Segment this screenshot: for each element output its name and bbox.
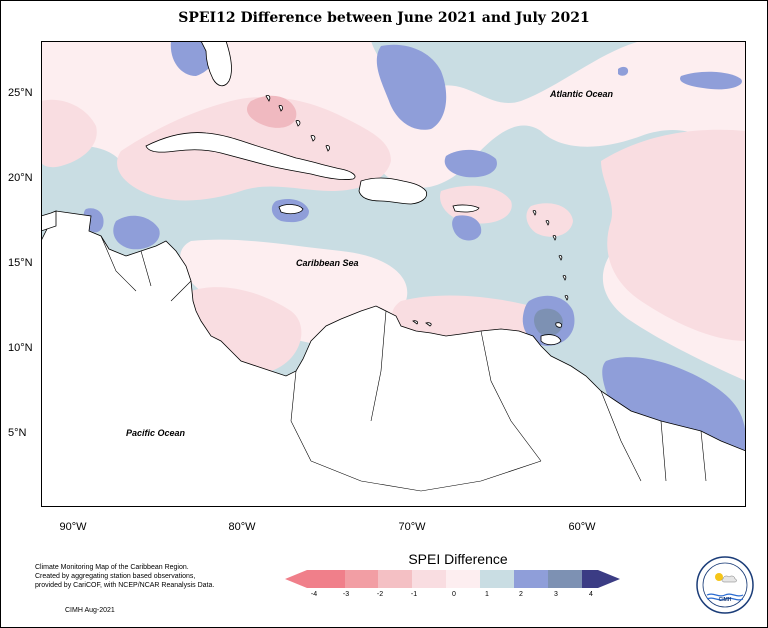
land-bahamas-2: [278, 105, 283, 112]
land-bahamas-5: [325, 145, 330, 152]
legend-bin-5: [480, 570, 514, 588]
legend-tick: 1: [485, 591, 489, 598]
map-border: [41, 41, 746, 507]
pink-region-south-caribbean: [392, 295, 544, 339]
legend-tick: 0: [452, 591, 456, 598]
land-antilles-3: [552, 234, 557, 241]
land-antilles-1: [532, 209, 537, 216]
pink-region-west-edge: [41, 99, 97, 168]
legend-tick: 4: [589, 591, 593, 598]
caption-line-1: Climate Monitoring Map of the Caribbean …: [35, 564, 189, 571]
legend-colorbar-svg: [285, 570, 620, 588]
logo-cloud-icon: [721, 575, 737, 583]
lon-label-80w: 80°W: [228, 521, 256, 533]
caption-line-3: provided by CariCOF, with NCEP/NCAR Rean…: [35, 582, 215, 589]
land-florida: [200, 41, 232, 87]
logo-wave-1: [706, 593, 744, 597]
lat-label-15n: 15°N: [8, 257, 33, 269]
cimh-logo-svg: [696, 556, 754, 614]
legend-tick: 2: [519, 591, 523, 598]
rose-bahamas-core: [246, 95, 297, 128]
land-central-south-america: [41, 210, 746, 507]
border-9: [700, 430, 707, 482]
land-tobago: [555, 322, 563, 328]
blue-region-guianas: [602, 357, 746, 456]
map-caption: Climate Monitoring Map of the Caribbean …: [35, 563, 235, 590]
legend-bin-6: [514, 570, 548, 588]
pink-region-hispaniola: [440, 185, 512, 224]
lon-label-60w: 60°W: [568, 521, 596, 533]
blue-region-atlantic-north-right: [680, 71, 742, 90]
legend-tick: -2: [376, 591, 384, 598]
legend-tick: -3: [342, 591, 350, 598]
lat-label-20n: 20°N: [8, 172, 33, 184]
lat-label-5n: 5°N: [8, 427, 27, 439]
legend-bin-4: [446, 570, 480, 588]
logo-wave-2: [706, 597, 744, 601]
lat-label-25n: 25°N: [8, 87, 33, 99]
land-puerto-rico: [452, 204, 480, 213]
border-1: [100, 235, 137, 292]
logo-sun-icon: [715, 573, 723, 581]
border-4: [290, 370, 312, 462]
legend-bin-1: [345, 570, 378, 588]
land-mexico: [41, 210, 57, 232]
land-aruba: [412, 320, 419, 325]
land-antilles-2: [545, 219, 550, 226]
logo-text: CIMH: [718, 597, 732, 603]
map-panel[interactable]: [41, 41, 746, 507]
land-cuba: [145, 132, 356, 181]
blue-region-honduras: [113, 215, 160, 250]
credit-text: CIMH Aug-2021: [65, 607, 115, 614]
land-antilles-4: [558, 254, 563, 261]
cimh-logo: [695, 555, 755, 615]
land-jamaica: [278, 204, 304, 215]
land-bahamas-3: [295, 120, 301, 127]
lon-label-90w: 90°W: [59, 521, 87, 533]
legend-bin-8: [582, 570, 620, 588]
map-title: SPEI12 Difference between June 2021 and …: [178, 10, 590, 26]
label-atlantic-ocean: Atlantic Ocean: [550, 89, 614, 99]
land-hispaniola: [358, 177, 428, 205]
legend-tick: -4: [310, 591, 318, 598]
blue-region-puerto-rico-south: [452, 215, 482, 241]
country-borders: [100, 235, 707, 492]
slate-region-trinidad-core: [534, 308, 563, 337]
caption-line-2: Created by aggregating station based obs…: [35, 573, 196, 580]
border-10: [310, 460, 542, 492]
label-caribbean-sea: Caribbean Sea: [296, 258, 359, 268]
spei-map[interactable]: [41, 41, 746, 507]
border-5: [370, 310, 387, 422]
land-trinidad: [540, 334, 562, 346]
legend-title: SPEI Difference: [408, 551, 508, 567]
border-3: [170, 280, 192, 302]
legend-bin-2: [378, 570, 412, 588]
blue-region-atlantic-dot: [618, 66, 629, 76]
border-7: [600, 390, 642, 482]
legend-bin-3: [412, 570, 446, 588]
land-antilles-6: [564, 294, 569, 301]
blue-region-atlantic-small: [444, 149, 497, 178]
pink-region-east-atlantic: [601, 129, 746, 341]
blue-region-mid-atlantic: [376, 44, 447, 130]
pink-region-lesser-antilles: [526, 203, 573, 237]
legend-bin-7: [548, 570, 582, 588]
border-8: [660, 420, 667, 482]
label-pacific-ocean: Pacific Ocean: [126, 428, 186, 438]
land-bahamas-1: [265, 94, 271, 102]
land-bahamas-4: [310, 135, 316, 142]
legend-colorbar: [285, 570, 620, 588]
land-antilles-5: [562, 274, 567, 281]
border-6: [480, 330, 542, 462]
lat-label-10n: 10°N: [8, 342, 33, 354]
legend-tick: -1: [410, 591, 418, 598]
border-2: [140, 250, 152, 287]
legend-tick: 3: [554, 591, 558, 598]
land-curacao: [425, 322, 432, 327]
land-masses: [41, 41, 746, 507]
legend-bin-0: [285, 570, 345, 588]
lon-label-70w: 70°W: [398, 521, 426, 533]
